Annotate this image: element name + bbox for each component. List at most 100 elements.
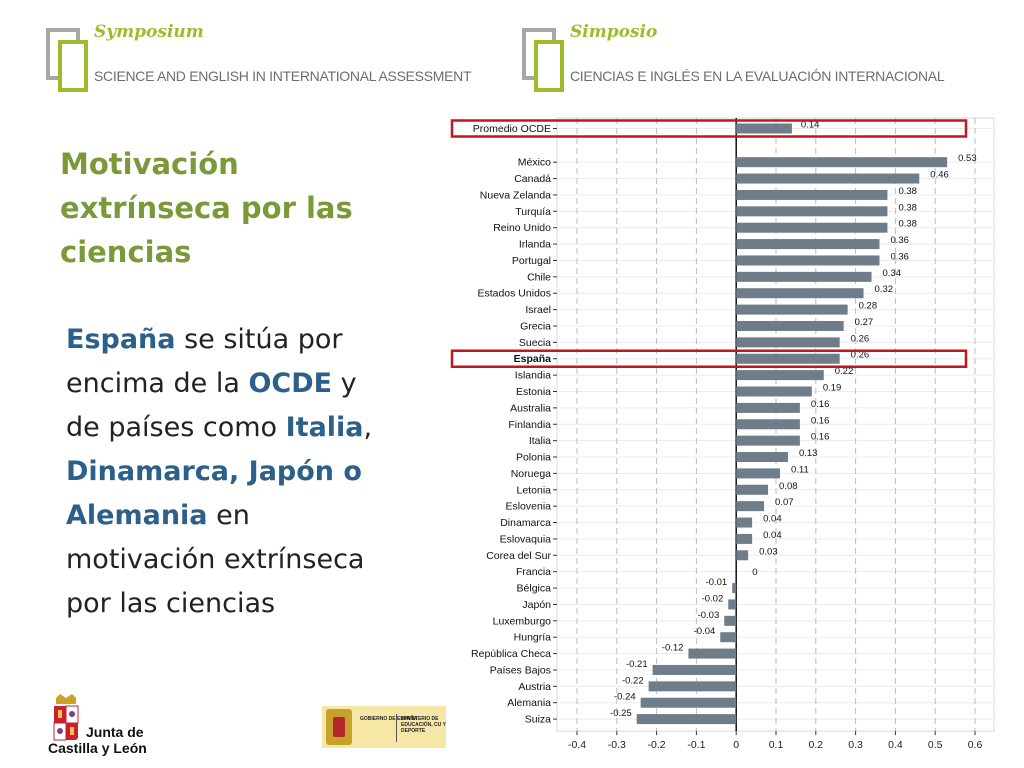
x-tick-label: 0.5 [928, 739, 943, 751]
value-label: 0.04 [763, 530, 782, 541]
bar [720, 632, 737, 643]
simposio-name: Simposio [570, 22, 658, 42]
category-label: Corea del Sur [486, 550, 551, 562]
x-tick-label: 0.3 [848, 739, 863, 751]
category-label: Grecia [520, 320, 551, 332]
category-label: Portugal [512, 255, 551, 267]
bar [736, 353, 840, 364]
bar [736, 484, 769, 495]
simposio-subtitle: CIENCIAS E INGLÉS EN LA EVALUACIÓN INTER… [570, 68, 945, 84]
category-label: Alemania [507, 697, 551, 709]
category-label: Promedio OCDE [473, 123, 551, 135]
bar [736, 517, 753, 528]
body-text-3: , [363, 412, 373, 443]
category-label: Suecia [519, 337, 551, 349]
gobierno-espana-logo: GOBIERNO DE ESPAÑA MINISTERIO DE EDUCACI… [322, 706, 446, 748]
value-label: 0.04 [763, 514, 782, 525]
category-label: México [518, 157, 551, 169]
category-label: Canadá [514, 173, 551, 185]
value-label: 0.07 [775, 497, 794, 508]
value-label: 0.26 [851, 350, 870, 361]
gobierno-label: GOBIERNO DE ESPAÑA [360, 716, 418, 722]
value-label: 0.53 [958, 153, 977, 164]
value-label: 0.22 [835, 366, 854, 377]
bar [736, 173, 920, 184]
category-label: Eslovenia [505, 501, 551, 513]
value-label: 0.26 [851, 333, 870, 344]
value-label: -0.21 [626, 659, 648, 670]
bar [736, 533, 753, 544]
ministerio-label: MINISTERIO DE EDUCACIÓN, CU Y DEPORTE [401, 716, 446, 734]
value-label: -0.04 [694, 626, 716, 637]
bar [736, 288, 864, 299]
highlight-countries: Dinamarca, Japón o Alemania [66, 456, 362, 531]
value-label: 0.38 [898, 202, 917, 213]
slide-body: España se sitúa por encima de la OCDE y … [66, 318, 396, 626]
value-label: 0.46 [930, 170, 949, 181]
value-label: -0.03 [698, 610, 720, 621]
header-simposio: Simposio CIENCIAS E INGLÉS EN LA EVALUAC… [520, 22, 1000, 92]
value-label: 0.16 [811, 415, 830, 426]
body-text-2: y de países como [66, 368, 357, 443]
x-tick-label: 0.1 [769, 739, 784, 751]
value-label: 0.27 [855, 317, 874, 328]
bar [736, 206, 888, 217]
castilla-leon-label: Castilla y León [48, 740, 147, 756]
symposium-logo-icon [44, 26, 90, 92]
castilla-leon-crest-icon [53, 694, 79, 741]
value-label: 0.03 [759, 546, 778, 557]
bar [652, 664, 737, 675]
category-label: Irlanda [519, 239, 551, 251]
category-label: Bélgica [517, 583, 552, 595]
highlight-box [450, 349, 968, 368]
value-label: 0.36 [890, 235, 909, 246]
bar [724, 615, 737, 626]
value-label: 0.16 [811, 399, 830, 410]
bar [736, 501, 765, 512]
category-label: Letonia [517, 484, 552, 496]
bar [688, 648, 737, 659]
category-label: Reino Unido [493, 222, 551, 234]
category-label: Dinamarca [500, 517, 551, 529]
value-label: 0.36 [890, 251, 909, 262]
bar [736, 255, 880, 266]
value-label: 0.28 [859, 301, 878, 312]
value-label: 0.38 [898, 219, 917, 230]
junta-castilla-leon-logo: Junta de Castilla y León [46, 694, 166, 760]
category-label: España [514, 353, 552, 365]
bar [732, 583, 737, 594]
bar [736, 271, 872, 282]
symposium-name: Symposium [94, 22, 204, 42]
category-label: Suiza [525, 714, 551, 726]
category-label: Australia [510, 402, 551, 414]
bar [736, 304, 848, 315]
spain-crest-icon [326, 709, 352, 745]
bar [736, 468, 780, 479]
value-label: 0 [752, 567, 757, 578]
value-label: 0.19 [823, 383, 842, 394]
bar [736, 435, 800, 446]
x-tick-label: -0.4 [568, 739, 586, 751]
value-label: 0.11 [791, 464, 809, 475]
category-label: Japón [522, 599, 551, 611]
bar [736, 402, 800, 413]
bar [736, 157, 948, 168]
highlight-espana: España [66, 324, 176, 355]
category-label: Eslovaquia [500, 533, 552, 545]
category-label: República Checa [471, 648, 551, 660]
bar [736, 320, 844, 331]
category-label: Estonia [516, 386, 551, 398]
value-label: -0.02 [702, 593, 724, 604]
value-label: 0.08 [779, 481, 798, 492]
bar [648, 681, 737, 692]
category-label: Países Bajos [490, 664, 551, 676]
motivation-bar-chart: -0.4 -0.3 -0.2 -0.1 0 0.1 0.2 0.3 0.4 0.5 0.6 Prome… [450, 117, 995, 751]
category-label: Islandia [515, 370, 551, 382]
x-tick-label: -0.1 [687, 739, 705, 751]
highlight-ocde: OCDE [248, 368, 333, 399]
category-label: Luxemburgo [493, 615, 552, 627]
x-tick-label: 0.2 [808, 739, 823, 751]
category-label: Chile [527, 271, 551, 283]
body-text-4: en motivación extrínseca por las ciencia… [66, 500, 365, 619]
value-label: 0.16 [811, 432, 830, 443]
